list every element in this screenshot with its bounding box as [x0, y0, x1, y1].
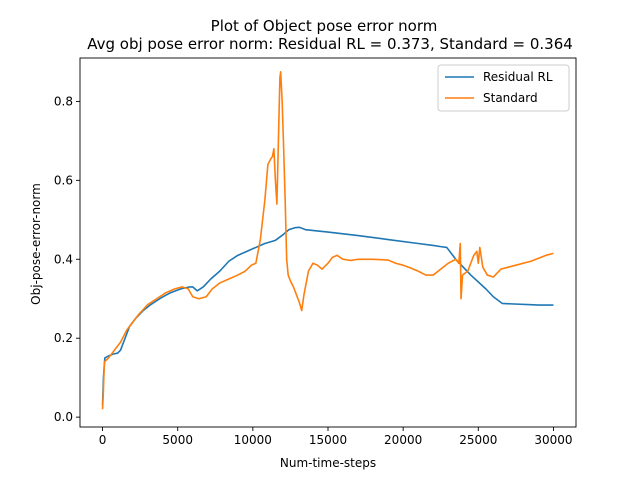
y-tick-label: 0.2	[54, 331, 73, 345]
x-tick-label: 10000	[234, 433, 272, 447]
x-tick-label: 5000	[162, 433, 193, 447]
legend-label: Standard	[483, 91, 538, 105]
x-tick-label: 0	[99, 433, 107, 447]
plot-area: 0 5000 10000 15000 20000 25000 30000 0.0 0.2 0.4 0…	[54, 57, 577, 447]
y-axis-label: Obj-pose-error-norm	[29, 183, 43, 305]
legend-label: Residual RL	[483, 70, 553, 84]
x-tick-label: 30000	[534, 433, 572, 447]
y-tick-label: 0.4	[54, 252, 73, 266]
chart-subtitle: Avg obj pose error norm: Residual RL = 0…	[87, 35, 573, 53]
x-tick-label: 25000	[459, 433, 497, 447]
axes-frame	[79, 57, 577, 428]
y-tick-label: 0.0	[54, 410, 73, 424]
series-line-standard	[101, 71, 554, 410]
series-line-residual-rl	[101, 226, 554, 406]
chart-title: Plot of Object pose error norm	[211, 17, 438, 35]
x-tick-label: 15000	[309, 433, 347, 447]
x-axis-label: Num-time-steps	[280, 456, 376, 470]
y-tick-label: 0.6	[54, 173, 73, 187]
y-tick-label: 0.8	[54, 94, 73, 108]
x-tick-label: 20000	[384, 433, 422, 447]
